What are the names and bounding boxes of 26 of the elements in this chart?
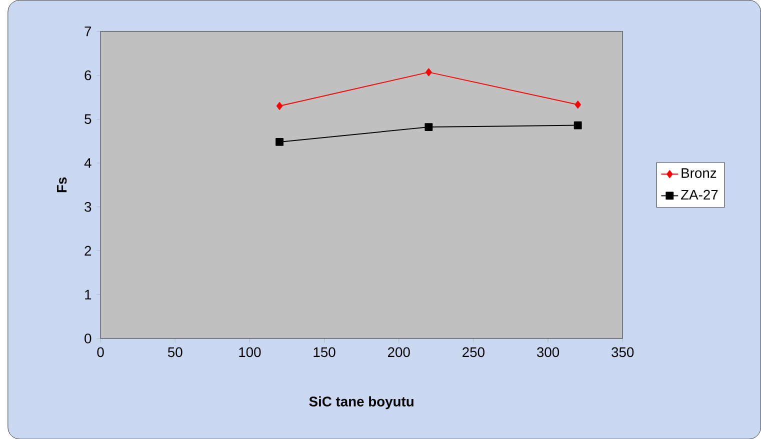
y-tick-label: 3 [84,202,92,212]
y-tick-label: 6 [84,70,92,80]
y-axis-title: Fs [56,177,67,192]
y-tick-label: 0 [84,333,92,344]
y-tick-label: 2 [84,246,92,256]
point [574,121,582,130]
y-tick-label: 4 [84,158,92,168]
point [426,68,432,76]
point [574,100,581,108]
x-tick-label: 50 [168,347,182,357]
point [424,122,433,131]
x-tick-label: 250 [462,347,484,357]
x-tick-label: 150 [314,347,336,357]
y-tick-label: 1 [85,290,92,300]
x-tick-label: 100 [239,347,261,357]
legend-label: ZA-27 [681,190,718,200]
y-tick-label: 5 [84,114,92,124]
point [276,102,283,110]
x-tick-label: 0 [97,347,104,357]
x-tick-label: 350 [612,347,634,357]
x-tick-label: 300 [536,347,560,357]
point [276,138,284,146]
legend-label: Bronz [682,168,716,178]
x-tick-label: 200 [388,347,410,357]
x-axis-title: SiC tane boyutu [309,396,414,410]
y-tick-label: 7 [84,26,92,36]
